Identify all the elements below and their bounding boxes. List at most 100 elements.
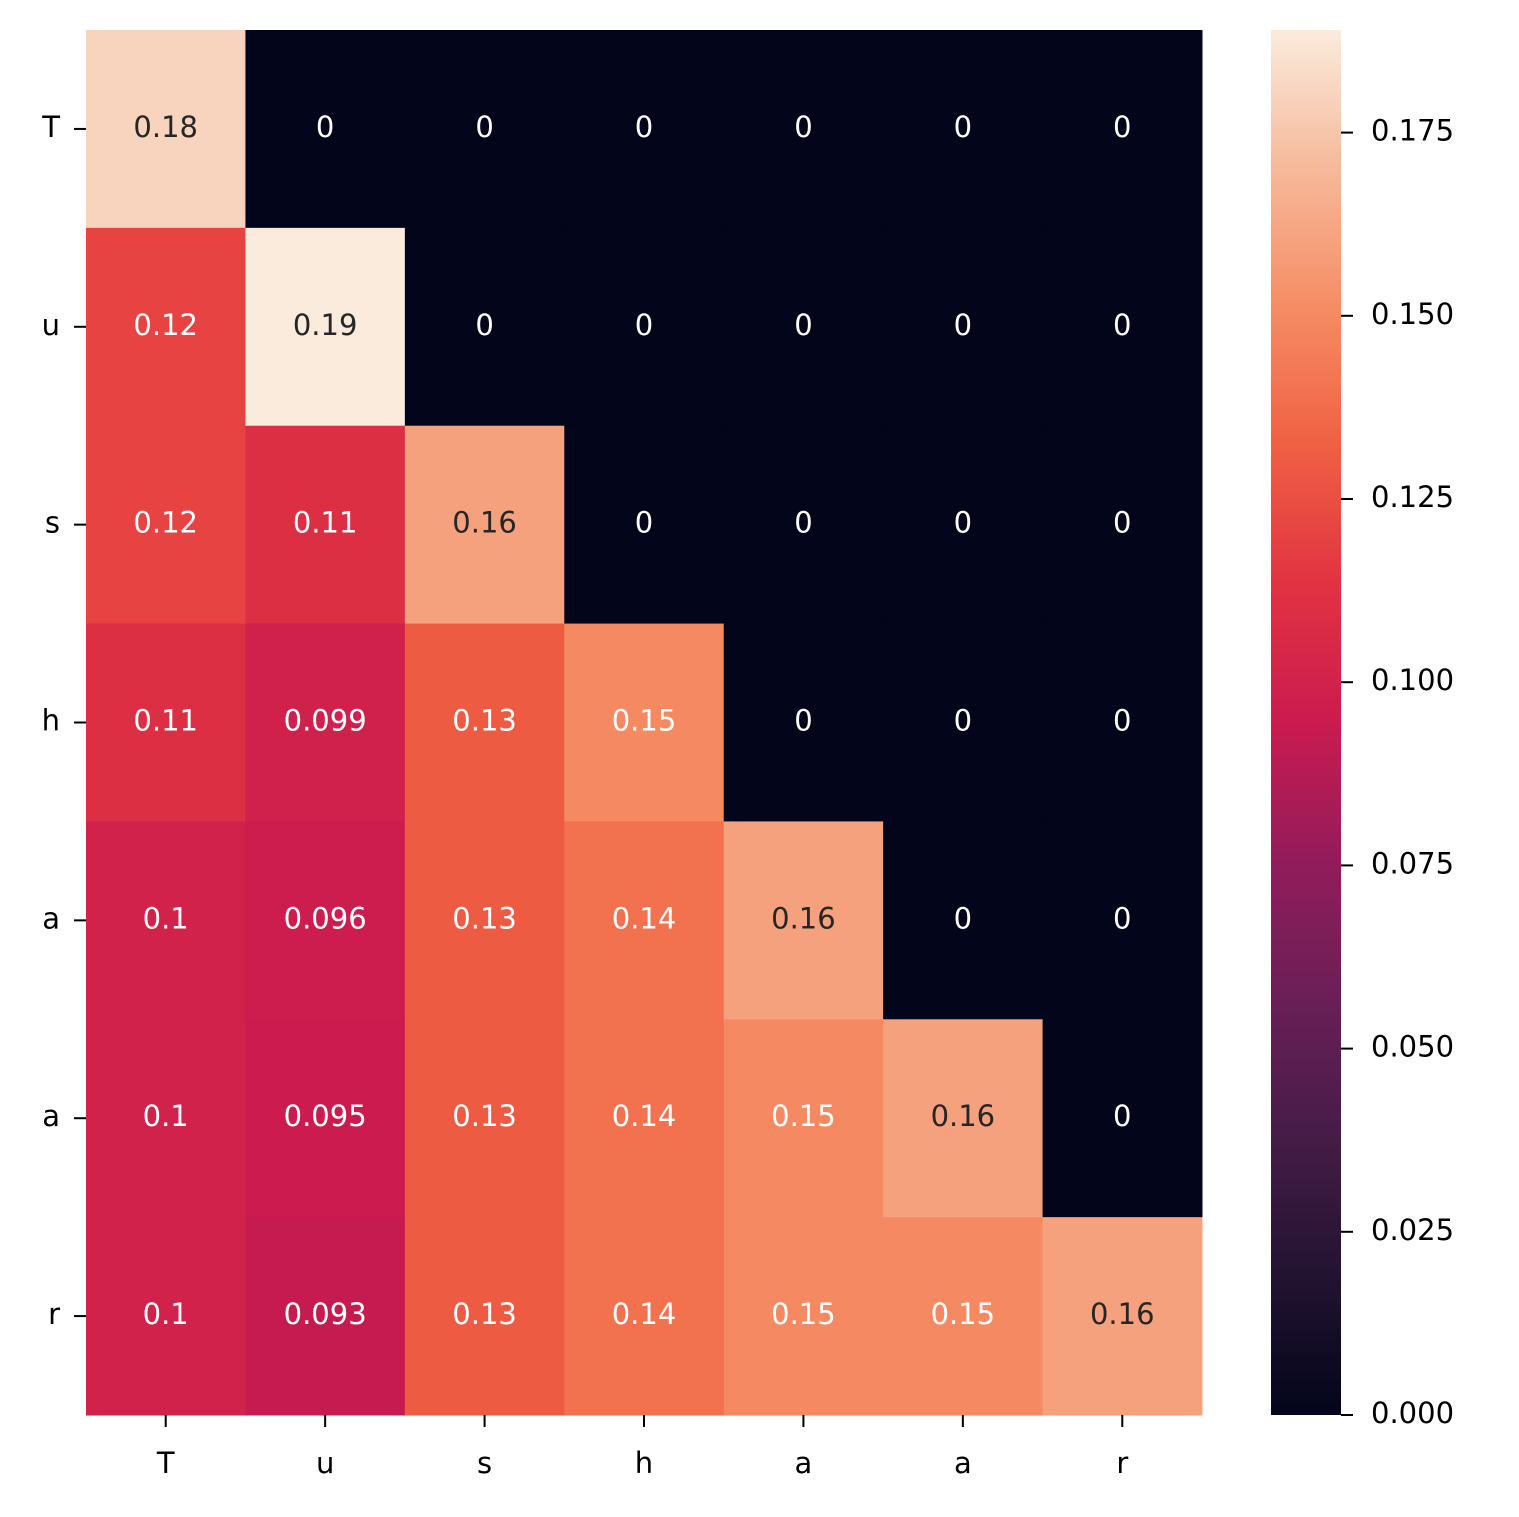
heatmap-cell xyxy=(883,425,1044,625)
heatmap-cell xyxy=(404,1217,565,1416)
cell-label: 0 xyxy=(475,308,493,342)
heatmap-cell xyxy=(86,425,246,625)
x-tick-label: a xyxy=(954,1446,972,1480)
cell-label: 0.15 xyxy=(771,1297,836,1331)
heatmap-cell xyxy=(404,30,565,229)
heatmap-cell xyxy=(1042,623,1203,822)
cell-label: 0.16 xyxy=(931,1099,996,1133)
heatmap-cell xyxy=(245,623,406,822)
cell-label: 0.15 xyxy=(771,1099,836,1133)
heatmap-cell xyxy=(883,623,1044,822)
x-tick-label: h xyxy=(635,1446,653,1480)
heatmap-cell xyxy=(245,30,406,229)
cell-label: 0 xyxy=(635,110,653,144)
cell-label: 0 xyxy=(1113,110,1131,144)
heatmap-cell xyxy=(86,30,246,229)
colorbar xyxy=(1271,30,1341,1415)
heatmap-cell xyxy=(245,1217,406,1416)
cell-label: 0 xyxy=(1113,704,1131,738)
cell-label: 0 xyxy=(1113,1099,1131,1133)
heatmap-cell xyxy=(564,425,725,625)
heatmap-cell xyxy=(86,623,246,822)
cell-label: 0.15 xyxy=(612,704,677,738)
heatmap-cell xyxy=(564,623,725,822)
heatmap-cell xyxy=(245,821,406,1020)
heatmap-cell xyxy=(86,1217,246,1416)
cell-label: 0 xyxy=(954,901,972,935)
cell-label: 0 xyxy=(794,110,812,144)
heatmap-cell xyxy=(723,227,884,427)
x-tick-label: T xyxy=(156,1446,175,1480)
heatmap-cell xyxy=(86,1019,246,1218)
heatmap-cell xyxy=(723,1019,884,1218)
x-tick-label: s xyxy=(477,1446,492,1480)
heatmap-cell xyxy=(564,227,725,427)
heatmap-cell xyxy=(723,30,884,229)
heatmap-cell xyxy=(404,821,565,1020)
heatmap-cell xyxy=(564,821,725,1020)
cell-label: 0.1 xyxy=(143,1297,189,1331)
heatmap-cell xyxy=(86,227,246,427)
heatmap-cell xyxy=(245,425,406,625)
cell-label: 0 xyxy=(954,704,972,738)
cell-label: 0.18 xyxy=(133,110,198,144)
cell-label: 0.16 xyxy=(452,506,517,540)
heatmap-cell xyxy=(1042,1217,1203,1416)
cell-label: 0 xyxy=(794,506,812,540)
heatmap-cell xyxy=(723,425,884,625)
cell-label: 0.096 xyxy=(284,901,367,935)
cell-label: 0.14 xyxy=(612,1297,677,1331)
cell-label: 0.11 xyxy=(293,506,358,540)
y-tick-label: u xyxy=(42,308,60,342)
x-tick-label: a xyxy=(795,1446,813,1480)
heatmap-cell xyxy=(404,425,565,625)
heatmap-cell xyxy=(883,1217,1044,1416)
cell-label: 0.14 xyxy=(612,1099,677,1133)
cell-label: 0.13 xyxy=(452,704,517,738)
cell-label: 0 xyxy=(1113,901,1131,935)
cell-label: 0.099 xyxy=(284,704,367,738)
heatmap-cell xyxy=(86,821,246,1020)
heatmap-cell xyxy=(723,623,884,822)
colorbar-tick-label: 0.125 xyxy=(1371,480,1454,514)
cell-label: 0 xyxy=(794,308,812,342)
cell-label: 0 xyxy=(954,308,972,342)
cell-label: 0.15 xyxy=(931,1297,996,1331)
heatmap-cell xyxy=(1042,425,1203,625)
heatmap-cell xyxy=(883,821,1044,1020)
colorbar-tick-label: 0.025 xyxy=(1371,1213,1454,1247)
heatmap-cell xyxy=(1042,1019,1203,1218)
heatmap-cell xyxy=(723,821,884,1020)
y-tick-label: h xyxy=(42,704,60,738)
cell-label: 0.16 xyxy=(1090,1297,1155,1331)
y-tick-label: a xyxy=(42,1099,60,1133)
heatmap-cell xyxy=(1042,227,1203,427)
cell-label: 0.14 xyxy=(612,901,677,935)
cell-label: 0.1 xyxy=(143,1099,189,1133)
cell-label: 0 xyxy=(635,308,653,342)
cell-label: 0.19 xyxy=(293,308,358,342)
cell-label: 0.12 xyxy=(133,308,198,342)
cell-label: 0.1 xyxy=(143,901,189,935)
colorbar-tick-label: 0.150 xyxy=(1371,297,1454,331)
heatmap-cell xyxy=(245,1019,406,1218)
cell-label: 0.11 xyxy=(133,704,198,738)
cell-label: 0.13 xyxy=(452,1099,517,1133)
heatmap-cell xyxy=(404,227,565,427)
cell-label: 0.093 xyxy=(284,1297,367,1331)
y-tick-label: a xyxy=(42,901,60,935)
cell-label: 0 xyxy=(475,110,493,144)
cell-label: 0 xyxy=(954,506,972,540)
heatmap-cell xyxy=(1042,30,1203,229)
cell-label: 0 xyxy=(1113,308,1131,342)
colorbar-tick-label: 0.075 xyxy=(1371,846,1454,880)
y-tick-label: T xyxy=(41,110,60,144)
colorbar-tick-label: 0.100 xyxy=(1371,663,1454,697)
cell-label: 0 xyxy=(794,704,812,738)
cell-label: 0.16 xyxy=(771,901,836,935)
cell-label: 0.13 xyxy=(452,901,517,935)
cell-label: 0 xyxy=(954,110,972,144)
cell-label: 0.12 xyxy=(133,506,198,540)
cell-label: 0 xyxy=(635,506,653,540)
